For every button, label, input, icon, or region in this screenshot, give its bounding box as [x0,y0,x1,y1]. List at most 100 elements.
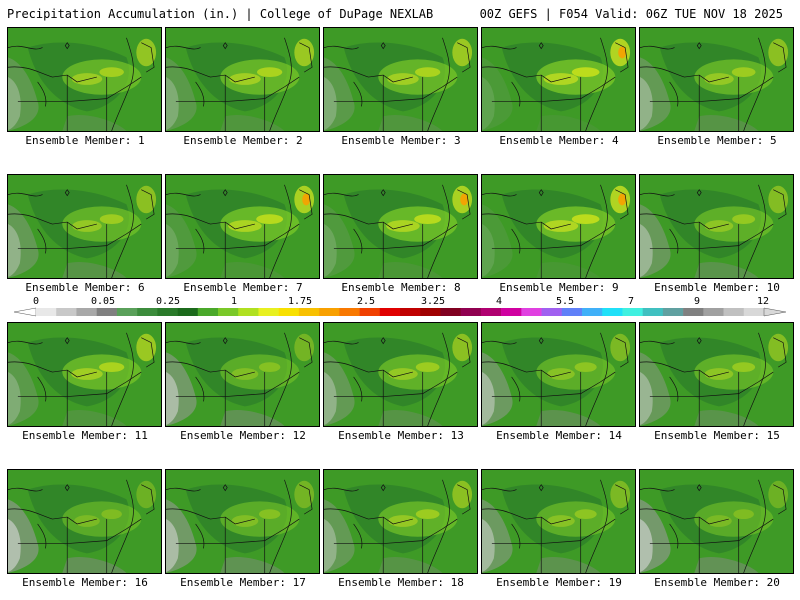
ensemble-member-label: Ensemble Member: 10 [654,281,780,294]
ensemble-member-label: Ensemble Member: 20 [654,576,780,589]
colorbar-tick-label: 4 [495,296,503,307]
colorbar-swatch [703,308,724,316]
ensemble-panel [481,322,636,427]
colorbar-tick-label: 1.75 [287,296,313,307]
precip-map [482,323,635,426]
colorbar-swatch [379,308,401,316]
precip-map [166,470,319,573]
colorbar-swatch [662,308,684,316]
colorbar-swatch [501,308,522,316]
ensemble-member-label: Ensemble Member: 18 [338,576,464,589]
ensemble-panel [639,322,794,427]
ensemble-member-label: Ensemble Member: 5 [657,134,777,147]
precip-map [482,175,635,278]
precip-map [166,175,319,278]
colorbar-swatch [238,308,259,316]
colorbar-swatch [400,308,421,316]
precip-map [166,28,319,131]
colorbar-swatch [683,308,704,316]
colorbar-swatch [197,308,219,316]
ensemble-panel [481,27,636,132]
precip-map [166,323,319,426]
colorbar-tick-label: 2.5 [356,296,376,307]
ensemble-panel [7,469,162,574]
colorbar-swatch [96,308,118,316]
colorbar-swatch [56,308,77,316]
ensemble-panel [481,174,636,279]
ensemble-member-label: Ensemble Member: 19 [496,576,622,589]
ensemble-panel [323,174,478,279]
ensemble-member-label: Ensemble Member: 2 [183,134,303,147]
colorbar-tick-label: 12 [756,296,770,307]
ensemble-member-label: Ensemble Member: 7 [183,281,303,294]
precip-map [324,175,477,278]
colorbar-swatch [319,308,340,316]
colorbar-tick-label: 7 [627,296,635,307]
ensemble-member-label: Ensemble Member: 14 [496,429,622,442]
ensemble-member-label: Ensemble Member: 6 [25,281,145,294]
colorbar-swatch [561,308,583,316]
colorbar-swatch [137,308,158,316]
colorbar-swatch [420,308,441,316]
ensemble-panel [481,469,636,574]
ensemble-member-label: Ensemble Member: 8 [341,281,461,294]
ensemble-panel [7,322,162,427]
ensemble-panel [165,322,320,427]
ensemble-member-label: Ensemble Member: 11 [22,429,148,442]
colorbar-swatch [723,308,745,316]
colorbar-swatch [642,308,664,316]
colorbar-tick-label: 9 [693,296,701,307]
colorbar-swatch [541,308,563,316]
precip-map [482,470,635,573]
valid-time-title: 00Z GEFS | F054 Valid: 06Z TUE NOV 18 20… [479,7,783,21]
colorbar-swatch [116,308,138,316]
colorbar-swatch [177,308,199,316]
precip-map [640,28,793,131]
ensemble-member-label: Ensemble Member: 16 [22,576,148,589]
colorbar-swatch [278,308,300,316]
precip-map [8,470,161,573]
ensemble-panel [639,469,794,574]
colorbar-strip [13,307,787,317]
ensemble-member-label: Ensemble Member: 15 [654,429,780,442]
colorbar-swatch [480,308,502,316]
product-title: Precipitation Accumulation (in.) | Colle… [7,7,434,21]
ensemble-member-label: Ensemble Member: 3 [341,134,461,147]
colorbar-tick-label: 1 [230,296,238,307]
colorbar-swatch [218,308,239,316]
colorbar-swatch [602,308,623,316]
ensemble-panel [323,322,478,427]
ensemble-member-label: Ensemble Member: 12 [180,429,306,442]
ensemble-member-label: Ensemble Member: 4 [499,134,619,147]
ensemble-panel [7,27,162,132]
ensemble-panel [323,27,478,132]
precip-map [8,175,161,278]
ensemble-panel [323,469,478,574]
colorbar-swatch [76,308,97,316]
ensemble-panel [165,27,320,132]
ensemble-panel [7,174,162,279]
colorbar-swatch [36,308,57,316]
colorbar-swatch [298,308,320,316]
colorbar-tick-label: 0 [32,296,40,307]
colorbar-swatch [521,308,542,316]
precip-map [324,28,477,131]
colorbar-swatch [743,308,765,316]
colorbar-swatch [157,308,178,316]
colorbar-swatch [440,308,461,316]
ensemble-panel [639,27,794,132]
precip-map [8,28,161,131]
ensemble-panel [165,174,320,279]
colorbar-tick-label: 5.5 [555,296,575,307]
ensemble-panel [165,469,320,574]
colorbar-tick-label: 0.25 [155,296,181,307]
header: Precipitation Accumulation (in.) | Colle… [0,0,800,24]
ensemble-member-label: Ensemble Member: 13 [338,429,464,442]
precip-map [324,470,477,573]
colorbar-swatch [258,308,279,316]
ensemble-member-label: Ensemble Member: 17 [180,576,306,589]
precip-map [640,175,793,278]
ensemble-member-label: Ensemble Member: 9 [499,281,619,294]
colorbar-swatch [339,308,360,316]
colorbar-swatch [460,308,482,316]
